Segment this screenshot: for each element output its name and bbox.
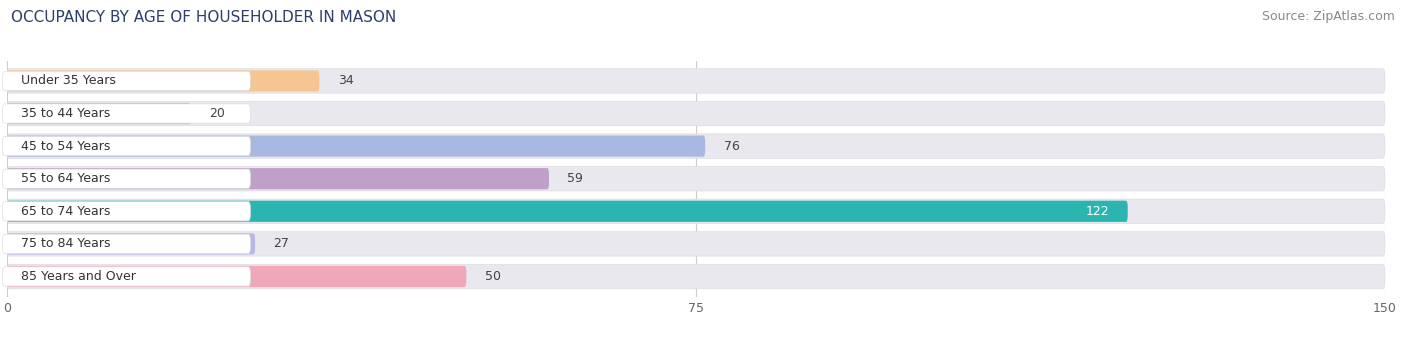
Text: 50: 50: [485, 270, 501, 283]
FancyBboxPatch shape: [3, 136, 250, 156]
Text: 85 Years and Over: 85 Years and Over: [21, 270, 136, 283]
FancyBboxPatch shape: [7, 199, 1385, 223]
Text: 20: 20: [209, 107, 225, 120]
FancyBboxPatch shape: [7, 101, 1385, 126]
FancyBboxPatch shape: [3, 169, 250, 188]
FancyBboxPatch shape: [7, 69, 1385, 93]
FancyBboxPatch shape: [3, 234, 250, 253]
Text: 45 to 54 Years: 45 to 54 Years: [21, 139, 110, 153]
FancyBboxPatch shape: [3, 202, 250, 221]
FancyBboxPatch shape: [7, 135, 706, 157]
Text: 76: 76: [724, 139, 740, 153]
FancyBboxPatch shape: [7, 201, 1128, 222]
Text: 27: 27: [273, 237, 290, 250]
FancyBboxPatch shape: [7, 266, 467, 287]
FancyBboxPatch shape: [7, 233, 254, 254]
FancyBboxPatch shape: [3, 267, 250, 286]
FancyBboxPatch shape: [7, 264, 1385, 289]
Text: 65 to 74 Years: 65 to 74 Years: [21, 205, 110, 218]
Text: Under 35 Years: Under 35 Years: [21, 74, 115, 87]
Text: 34: 34: [337, 74, 353, 87]
FancyBboxPatch shape: [3, 104, 250, 123]
FancyBboxPatch shape: [7, 168, 548, 189]
Text: 75 to 84 Years: 75 to 84 Years: [21, 237, 110, 250]
Text: 122: 122: [1085, 205, 1109, 218]
Text: 59: 59: [568, 172, 583, 185]
FancyBboxPatch shape: [7, 166, 1385, 191]
FancyBboxPatch shape: [7, 70, 319, 91]
FancyBboxPatch shape: [7, 232, 1385, 256]
FancyBboxPatch shape: [7, 134, 1385, 158]
Text: 35 to 44 Years: 35 to 44 Years: [21, 107, 110, 120]
Text: OCCUPANCY BY AGE OF HOUSEHOLDER IN MASON: OCCUPANCY BY AGE OF HOUSEHOLDER IN MASON: [11, 10, 396, 25]
Text: 55 to 64 Years: 55 to 64 Years: [21, 172, 110, 185]
Text: Source: ZipAtlas.com: Source: ZipAtlas.com: [1261, 10, 1395, 23]
FancyBboxPatch shape: [3, 71, 250, 91]
FancyBboxPatch shape: [7, 103, 191, 124]
